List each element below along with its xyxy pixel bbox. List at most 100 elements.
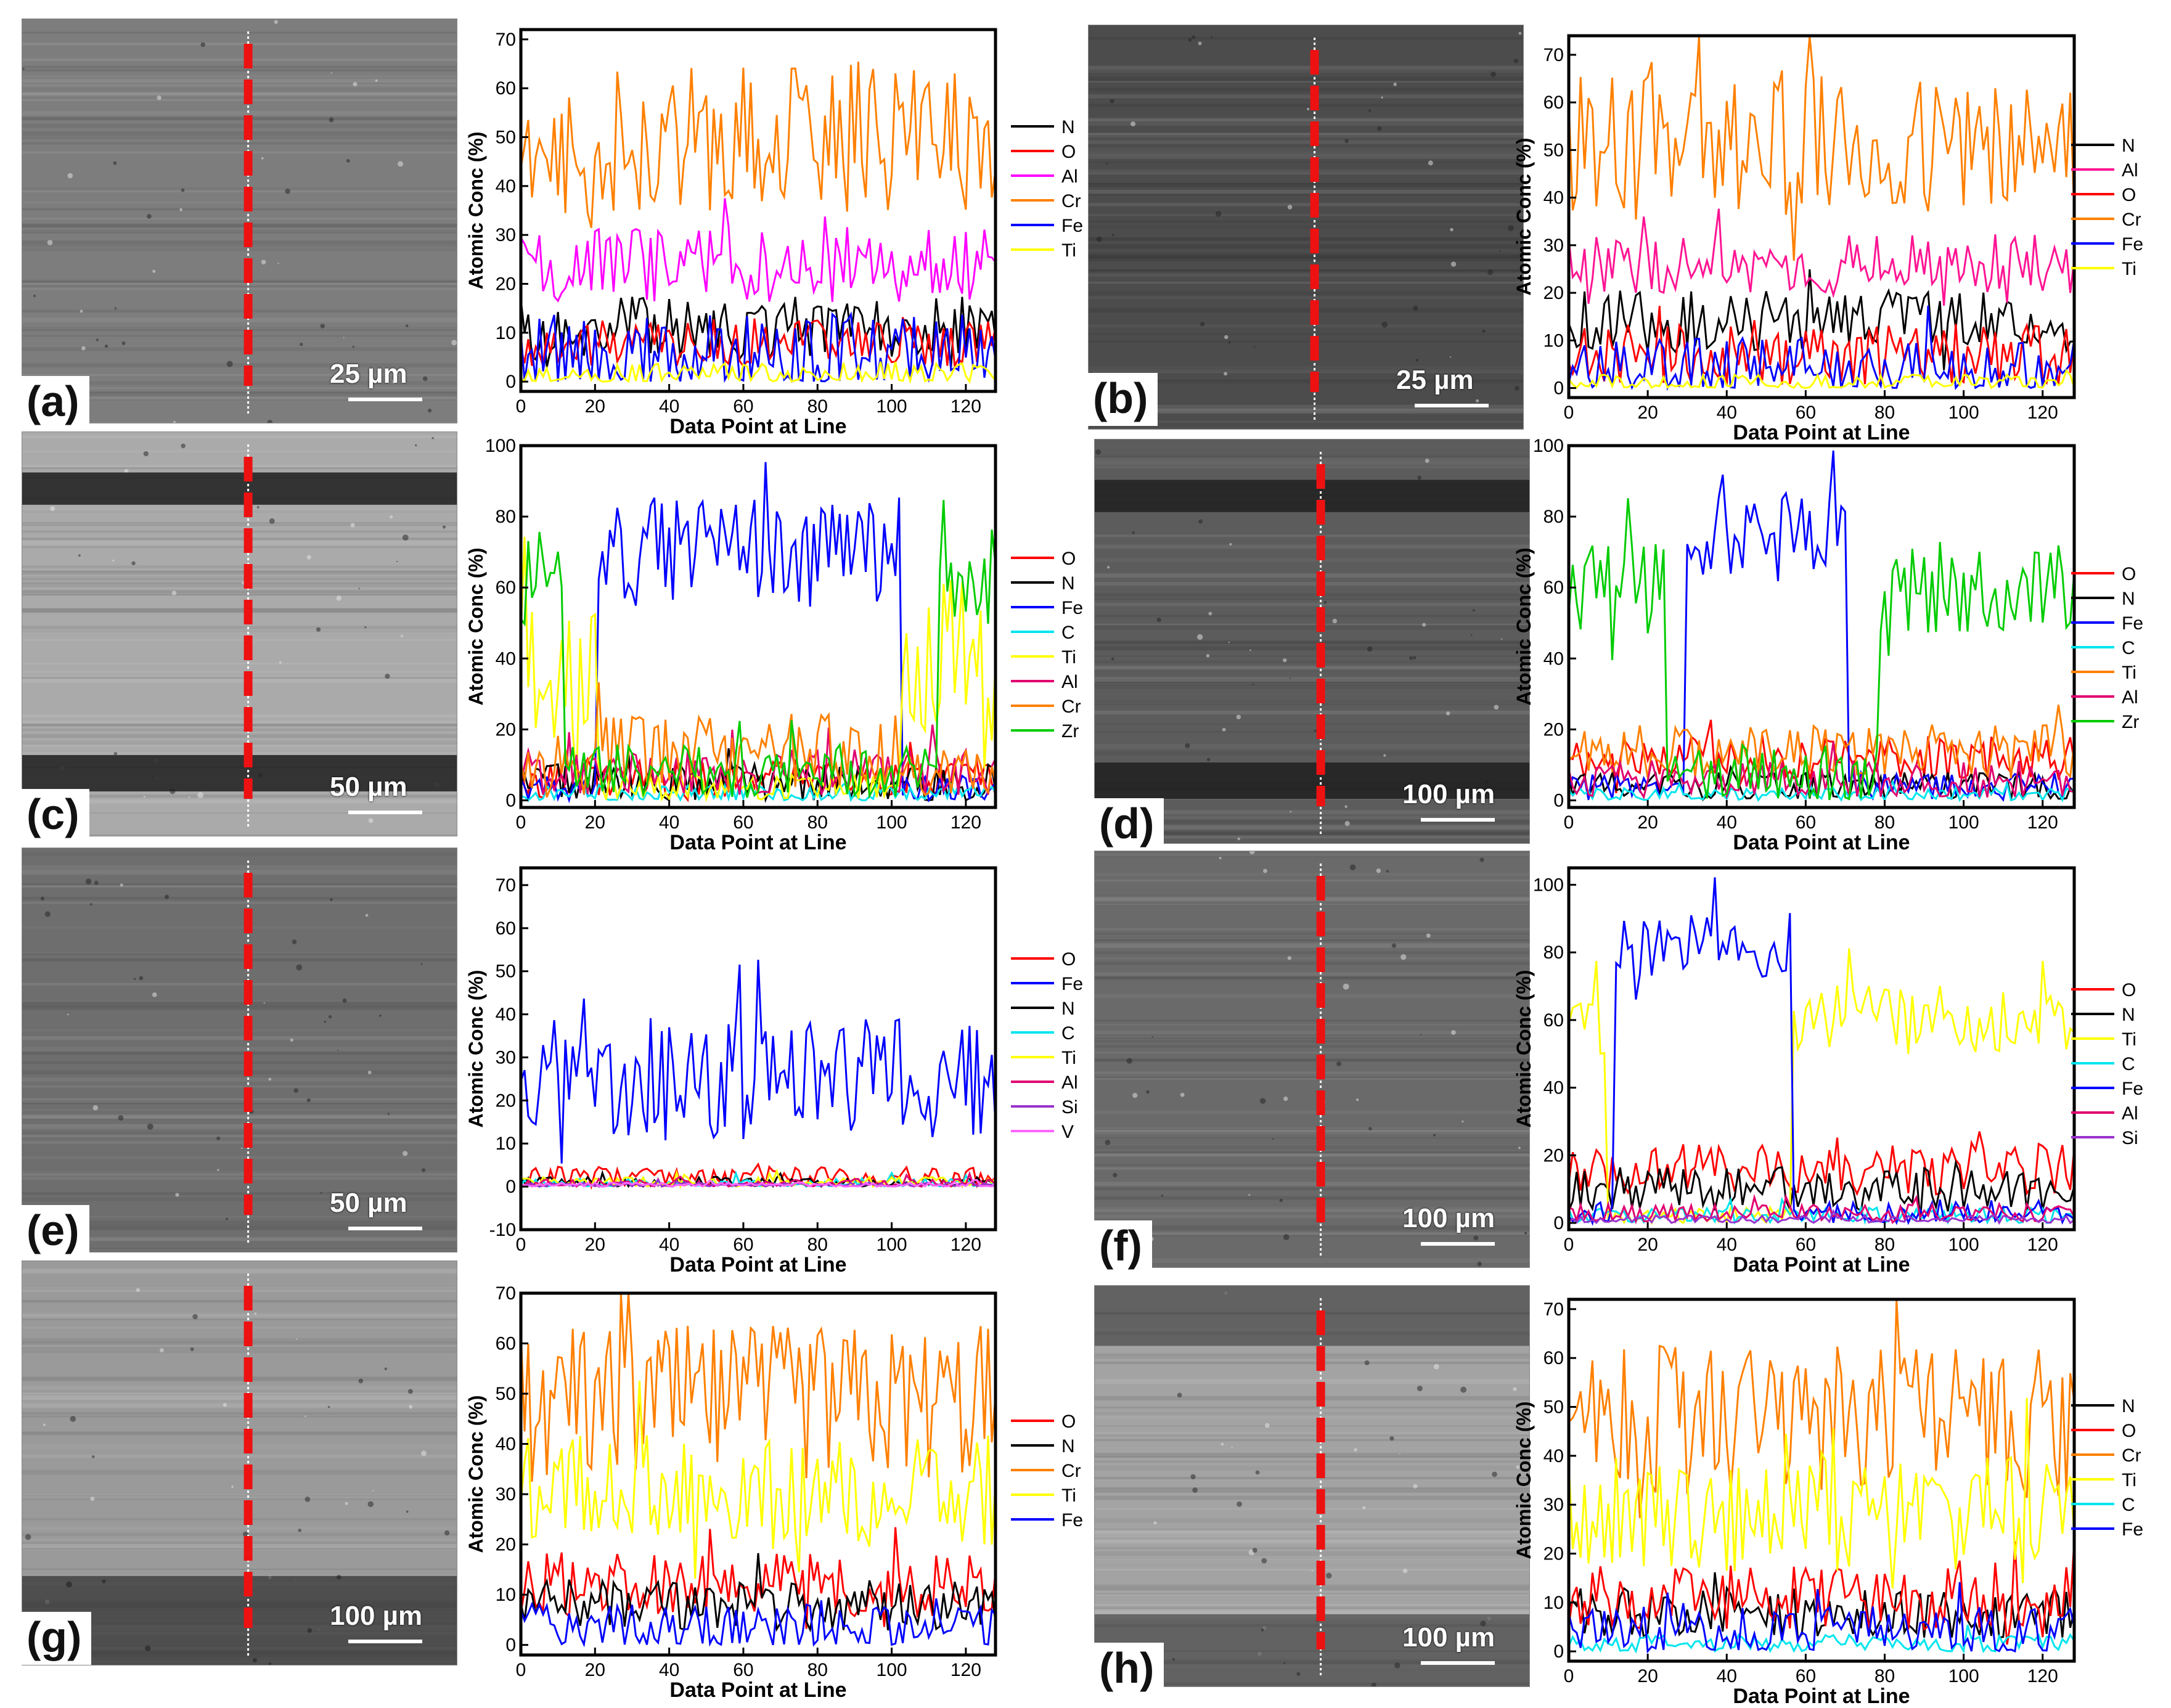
x-tick-label-d: 60 — [1796, 812, 1816, 833]
y-tick-label-f: 20 — [1543, 1145, 1564, 1166]
x-tick-label-g: 40 — [659, 1660, 679, 1680]
x-axis-label-c: Data Point at Line — [669, 831, 846, 854]
legend-label-f-ti: Ti — [2122, 1029, 2136, 1050]
panel-label-g: (g) — [22, 1612, 91, 1665]
legend-label-c-al: Al — [1061, 672, 1078, 692]
x-tick-label-d: 0 — [1564, 812, 1574, 833]
y-tick-label-e: -10 — [489, 1220, 516, 1240]
legend-label-e-n: N — [1061, 999, 1075, 1019]
legend-label-d-n: N — [2122, 589, 2135, 609]
legend-label-a-n: N — [1061, 117, 1075, 137]
x-tick-label-g: 80 — [807, 1660, 828, 1680]
y-tick-label-d: 20 — [1543, 719, 1564, 740]
legend-label-b-al: Al — [2122, 160, 2138, 181]
y-tick-label-c: 40 — [496, 648, 516, 669]
chart-a: 0 20 40 60 80 100 120 0 10 20 30 40 50 60 70 Data Point… — [465, 18, 1014, 438]
y-tick-label-e: 0 — [505, 1177, 516, 1197]
legend-label-h-fe: Fe — [2122, 1519, 2143, 1540]
y-axis-label-e: Atomic Conc (%) — [465, 970, 487, 1128]
legend-label-d-c: C — [2122, 638, 2135, 658]
scale-bar-h — [1421, 1661, 1495, 1665]
x-tick-label-h: 80 — [1875, 1666, 1895, 1686]
y-axis-label-f: Atomic Conc (%) — [1513, 970, 1535, 1128]
x-tick-label-b: 100 — [1948, 402, 1979, 423]
y-axis-label-a: Atomic Conc (%) — [465, 132, 487, 290]
legend-label-b-cr: Cr — [2122, 210, 2141, 230]
scale-text-a: 25 µm — [330, 361, 407, 388]
chart-d: 0 20 40 60 80 100 120 0 20 40 60 80 100 Data Point at… — [1513, 435, 2093, 854]
scale-text-b: 25 µm — [1396, 367, 1474, 394]
y-tick-label-e: 30 — [496, 1047, 516, 1068]
y-tick-label-g: 20 — [496, 1535, 516, 1555]
y-tick-label-a: 40 — [496, 176, 516, 197]
legend-label-e-al: Al — [1061, 1073, 1078, 1093]
legend-label-d-ti: Ti — [2122, 663, 2136, 683]
legend-c: ONFeCTiAlCrZr — [1011, 549, 1083, 742]
y-tick-label-g: 10 — [496, 1585, 516, 1605]
scale-text-g: 100 µm — [330, 1603, 422, 1630]
y-tick-label-h: 20 — [1543, 1543, 1564, 1564]
y-tick-label-d: 40 — [1543, 648, 1564, 669]
legend-label-g-o: O — [1061, 1412, 1076, 1432]
x-tick-label-f: 120 — [2027, 1235, 2058, 1255]
x-tick-label-e: 100 — [877, 1235, 907, 1255]
legend-label-e-si: Si — [1061, 1097, 1078, 1118]
x-tick-label-b: 40 — [1717, 402, 1737, 423]
x-tick-label-c: 100 — [877, 812, 907, 833]
legend-label-c-n: N — [1061, 573, 1075, 594]
x-tick-label-b: 20 — [1637, 402, 1658, 423]
x-tick-label-a: 80 — [807, 396, 828, 417]
y-tick-label-b: 40 — [1543, 188, 1564, 208]
y-tick-label-d: 0 — [1553, 790, 1564, 811]
legend-label-f-si: Si — [2122, 1128, 2138, 1148]
x-tick-label-g: 0 — [516, 1660, 526, 1680]
x-tick-label-f: 60 — [1796, 1235, 1816, 1255]
y-axis-label-d: Atomic Conc (%) — [1513, 548, 1535, 706]
scale-text-h: 100 µm — [1402, 1624, 1495, 1651]
x-tick-label-h: 0 — [1564, 1666, 1574, 1686]
legend-label-c-cr: Cr — [1061, 697, 1081, 717]
x-tick-label-d: 40 — [1717, 812, 1737, 833]
legend-label-g-cr: Cr — [1061, 1461, 1081, 1481]
x-axis-label-h: Data Point at Line — [1733, 1685, 1910, 1708]
y-tick-label-e: 70 — [496, 875, 516, 896]
x-tick-label-g: 120 — [951, 1660, 981, 1680]
y-tick-label-c: 20 — [496, 719, 516, 740]
legend-label-f-n: N — [2122, 1005, 2135, 1025]
y-tick-label-e: 10 — [496, 1134, 516, 1154]
legend-label-h-ti: Ti — [2122, 1470, 2136, 1490]
legend-label-c-zr: Zr — [1061, 721, 1079, 742]
x-tick-label-a: 120 — [951, 396, 981, 417]
x-tick-label-b: 60 — [1796, 402, 1816, 423]
y-tick-label-e: 60 — [496, 918, 516, 939]
panel-label-a: (a) — [22, 376, 89, 429]
legend-label-h-o: O — [2122, 1421, 2136, 1441]
legend-label-g-ti: Ti — [1061, 1485, 1076, 1506]
chart-svg-g: 0 20 40 60 80 100 120 0 10 20 30 40 50 60 70 Data Point… — [465, 1282, 1014, 1701]
y-tick-label-f: 60 — [1543, 1010, 1564, 1031]
y-tick-label-a: 70 — [496, 30, 516, 50]
x-tick-label-f: 0 — [1564, 1235, 1574, 1255]
x-tick-label-d: 120 — [2027, 812, 2058, 833]
x-tick-label-c: 40 — [659, 812, 679, 833]
legend-d: ON Fe C Ti Al Zr — [2071, 564, 2143, 732]
chart-e: 0 20 40 60 80 100 120 -10 0 10 20 30 40 50 60 70 Data Po… — [465, 857, 1014, 1276]
y-axis-label-g: Atomic Conc (%) — [465, 1395, 487, 1553]
scale-bar-d — [1421, 818, 1495, 822]
y-tick-label-c: 0 — [505, 790, 516, 811]
chart-svg-b: 0 20 40 60 80 100 120 0 10 20 30 40 50 60 70 Data Point… — [1513, 25, 2093, 444]
x-tick-label-d: 100 — [1948, 812, 1979, 833]
x-axis-label-e: Data Point at Line — [669, 1253, 846, 1277]
legend-a: NOAlCrFeTi — [1011, 117, 1083, 261]
x-tick-label-d: 80 — [1875, 812, 1895, 833]
scale-bar-e — [348, 1227, 422, 1230]
legend-label-a-cr: Cr — [1061, 191, 1081, 211]
legend-label-a-fe: Fe — [1061, 216, 1083, 236]
legend-e: OFeNCTiAlSiV — [1011, 949, 1083, 1142]
x-tick-label-f: 40 — [1717, 1235, 1737, 1255]
y-tick-label-h: 40 — [1543, 1446, 1564, 1466]
panel-label-c: (c) — [22, 789, 89, 842]
panel-label-h: (h) — [1094, 1643, 1164, 1696]
y-axis-label-c: Atomic Conc (%) — [465, 548, 487, 706]
